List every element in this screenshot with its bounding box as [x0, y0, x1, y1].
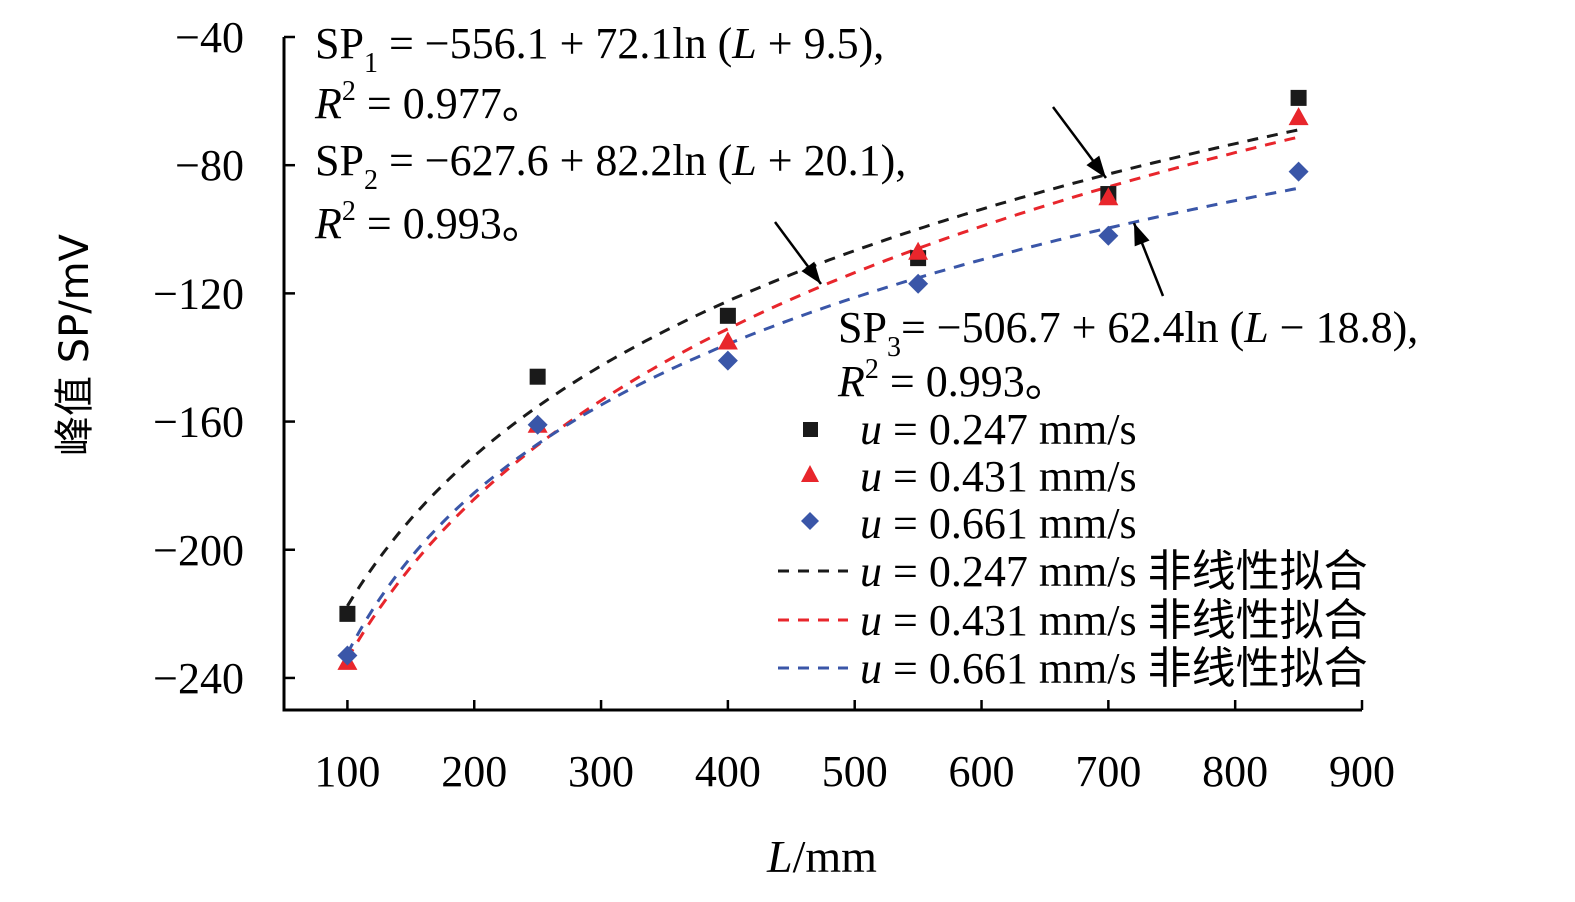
x-tick-label: 200 [441, 747, 507, 796]
data-points [337, 89, 1309, 670]
annotation-1-line2: R2 = 0.977。 [314, 76, 546, 128]
legend-marker-triangle [801, 465, 819, 482]
annotation-2-line2: R2 = 0.993。 [314, 196, 546, 248]
legend-marker-square [803, 422, 818, 437]
point-series-3 [1288, 161, 1309, 182]
fit-line-series-2 [346, 135, 1299, 660]
y-tick-label: −40 [175, 13, 244, 62]
point-series-2 [908, 241, 929, 260]
x-tick-label: 900 [1329, 747, 1395, 796]
point-series-3 [1098, 225, 1119, 246]
x-tick-label: 500 [822, 747, 888, 796]
axes: 100 200 300 400 500 600 700 800 900 −40 −80 −120 −16… [153, 13, 1395, 796]
point-series-1 [719, 307, 736, 324]
annotation-arrows [773, 106, 1165, 297]
x-tick-label: 400 [695, 747, 761, 796]
y-tick-label: −80 [175, 141, 244, 190]
point-series-1 [339, 605, 356, 622]
legend-label-series-3: u = 0.661 mm/s [860, 499, 1137, 548]
point-series-1 [1290, 89, 1307, 106]
arrow-sp1-head [1086, 155, 1106, 178]
y-axis-label: 峰值 SP/mV [52, 233, 98, 456]
legend: u = 0.247 mm/s u = 0.431 mm/s u = 0.661 … [778, 405, 1368, 693]
y-tick-label: −200 [153, 526, 244, 575]
legend-fit-label-2: u = 0.431 mm/s 非线性拟合 [860, 596, 1368, 645]
x-tick-label: 100 [314, 747, 380, 796]
x-tick-label: 600 [949, 747, 1015, 796]
point-series-3 [527, 414, 548, 435]
point-series-2 [717, 331, 738, 350]
point-series-2 [1098, 187, 1119, 206]
annotation-1-line1: SP1 = −556.1 + 72.1ln (L + 9.5), [315, 19, 884, 79]
arrow-sp2-head [801, 261, 821, 284]
point-series-1 [529, 368, 546, 385]
point-series-2 [1288, 107, 1309, 126]
y-tick-label: −160 [153, 398, 244, 447]
legend-label-series-1: u = 0.247 mm/s [860, 405, 1137, 454]
x-axis-label: L/mm [766, 831, 877, 882]
legend-label-series-2: u = 0.431 mm/s [860, 452, 1137, 501]
legend-fit-label-1: u = 0.247 mm/s 非线性拟合 [860, 547, 1368, 596]
fit-line-series-3 [346, 186, 1299, 655]
x-tick-label: 700 [1075, 747, 1141, 796]
point-series-3 [337, 645, 358, 666]
point-series-3 [717, 350, 738, 371]
point-series-3 [908, 273, 929, 294]
annotation-3-line2: R2 = 0.993。 [837, 354, 1069, 406]
x-tick-label: 300 [568, 747, 634, 796]
fit-lines [346, 128, 1299, 660]
annotation-2-line1: SP2 = −627.6 + 82.2ln (L + 20.1), [315, 136, 906, 196]
y-tick-label: −240 [153, 654, 244, 703]
x-tick-label: 800 [1202, 747, 1268, 796]
legend-fit-label-3: u = 0.661 mm/s 非线性拟合 [860, 644, 1368, 693]
arrow-sp3-head [1134, 223, 1150, 247]
legend-marker-diamond [801, 512, 819, 530]
annotation-3-line1: SP3= −506.7 + 62.4ln (L − 18.8), [838, 303, 1418, 363]
y-tick-label: −120 [153, 269, 244, 318]
fit-line-series-1 [346, 128, 1299, 607]
